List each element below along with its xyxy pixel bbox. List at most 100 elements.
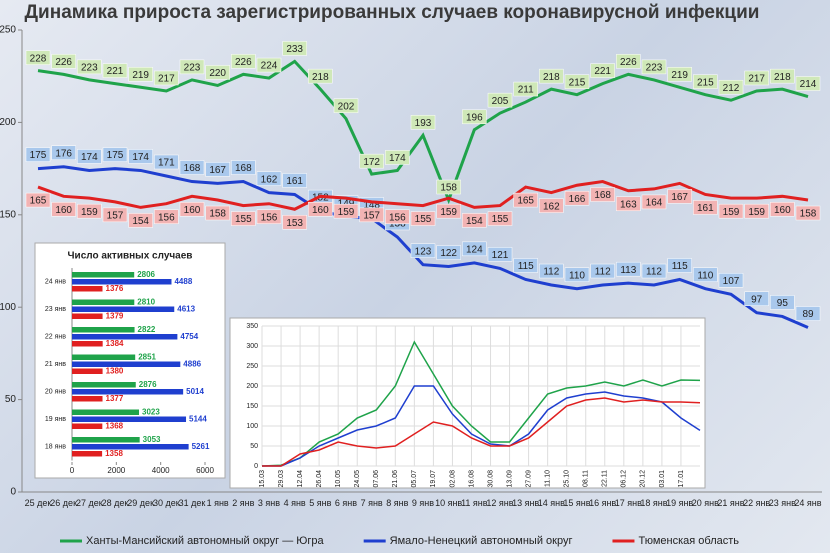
label-box <box>410 211 436 226</box>
data-label: 154 <box>466 216 483 227</box>
bar <box>72 341 103 347</box>
x-tick-label: 26 дек <box>50 498 78 508</box>
data-label: 121 <box>492 250 509 261</box>
data-label: 138 <box>389 219 406 230</box>
label-box <box>359 153 384 169</box>
x-tick-label: 12 янв <box>486 498 514 508</box>
bar <box>72 286 103 292</box>
label-box <box>154 154 179 170</box>
y-tick-label: 350 <box>246 323 258 330</box>
x-tick-label: 18 янв <box>640 498 668 508</box>
y-tick-label: 200 <box>246 383 258 390</box>
label-box <box>179 160 205 175</box>
data-label: 3023 <box>142 408 160 417</box>
bar <box>72 368 103 374</box>
label-box <box>410 243 436 258</box>
data-label: 217 <box>748 74 765 85</box>
data-label: 175 <box>107 150 124 161</box>
data-label: 176 <box>55 148 72 159</box>
data-label: 193 <box>415 118 432 129</box>
data-label: 156 <box>261 212 278 223</box>
label-box <box>718 203 744 219</box>
label-box <box>564 267 590 282</box>
data-label: 196 <box>466 112 483 123</box>
label-box <box>436 245 461 260</box>
data-label: 1377 <box>106 394 124 403</box>
label-box <box>179 202 205 217</box>
label-box <box>513 81 538 97</box>
x-tick-label: 26.04 <box>316 470 323 488</box>
label-box <box>513 192 538 208</box>
label-box <box>436 203 461 219</box>
data-label: 149 <box>338 198 355 209</box>
data-label: 226 <box>620 57 637 68</box>
data-label: 158 <box>440 183 457 194</box>
data-label: 95 <box>777 298 789 309</box>
bar <box>72 437 140 443</box>
data-label: 168 <box>235 163 252 174</box>
data-label: 218 <box>543 72 560 83</box>
label-box <box>154 70 179 86</box>
data-label: 214 <box>800 79 817 90</box>
label-box <box>590 187 615 202</box>
series-line <box>261 340 701 467</box>
label-box <box>564 74 590 89</box>
label-box <box>25 50 51 65</box>
bar <box>72 451 103 457</box>
x-tick-label: 2000 <box>107 466 125 475</box>
x-tick-label: 30.08 <box>487 470 494 488</box>
legend-label: Ямало-Ненецкий автономный округ <box>390 535 573 547</box>
data-label: 2876 <box>139 380 157 389</box>
data-label: 167 <box>209 165 226 176</box>
y-tick-label: 24 янв <box>45 279 66 286</box>
label-box <box>51 54 76 69</box>
data-label: 5144 <box>189 415 207 424</box>
bar <box>72 389 184 395</box>
x-tick-label: 08.11 <box>583 470 590 487</box>
label-box <box>231 160 256 175</box>
label-box <box>487 247 513 262</box>
x-tick-label: 20.12 <box>640 470 647 488</box>
label-box <box>256 57 282 73</box>
y-tick-label: 18 янв <box>45 444 66 451</box>
label-box <box>102 63 128 78</box>
bar <box>72 361 181 367</box>
inset-box <box>229 317 706 489</box>
data-label: 223 <box>646 63 663 74</box>
label-box <box>128 213 153 228</box>
label-box <box>718 79 744 95</box>
x-tick-label: 7 янв <box>360 498 383 508</box>
data-label: 219 <box>671 70 688 81</box>
label-box <box>25 147 51 162</box>
label-box <box>128 149 153 164</box>
label-box <box>359 207 384 223</box>
bar <box>72 444 189 450</box>
data-label: 112 <box>646 267 662 278</box>
x-tick-label: 12.04 <box>297 470 304 488</box>
data-label: 4488 <box>174 277 192 286</box>
bar <box>72 272 135 278</box>
label-box <box>205 162 230 177</box>
data-label: 212 <box>723 83 740 94</box>
bar <box>72 306 175 312</box>
data-label: 215 <box>697 77 714 88</box>
data-label: 122 <box>440 248 457 259</box>
data-label: 1376 <box>106 284 124 293</box>
x-tick-label: 27 дек <box>75 498 103 508</box>
x-tick-label: 27.09 <box>525 470 532 488</box>
bar <box>72 354 136 360</box>
label-box <box>539 263 564 279</box>
x-tick-label: 11.10 <box>544 470 551 487</box>
data-label: 165 <box>30 196 47 207</box>
label-box <box>25 192 51 208</box>
x-tick-label: 29.03 <box>278 470 285 488</box>
legend-label: Ханты-Мансийский автономный округ — Югра <box>86 535 325 547</box>
x-tick-label: 4 янв <box>283 498 306 508</box>
y-tick-label: 23 янв <box>45 306 66 313</box>
label-box <box>179 59 205 75</box>
label-box <box>795 205 821 221</box>
data-label: 1380 <box>106 367 124 376</box>
data-label: 162 <box>543 201 560 212</box>
label-box <box>770 295 795 310</box>
